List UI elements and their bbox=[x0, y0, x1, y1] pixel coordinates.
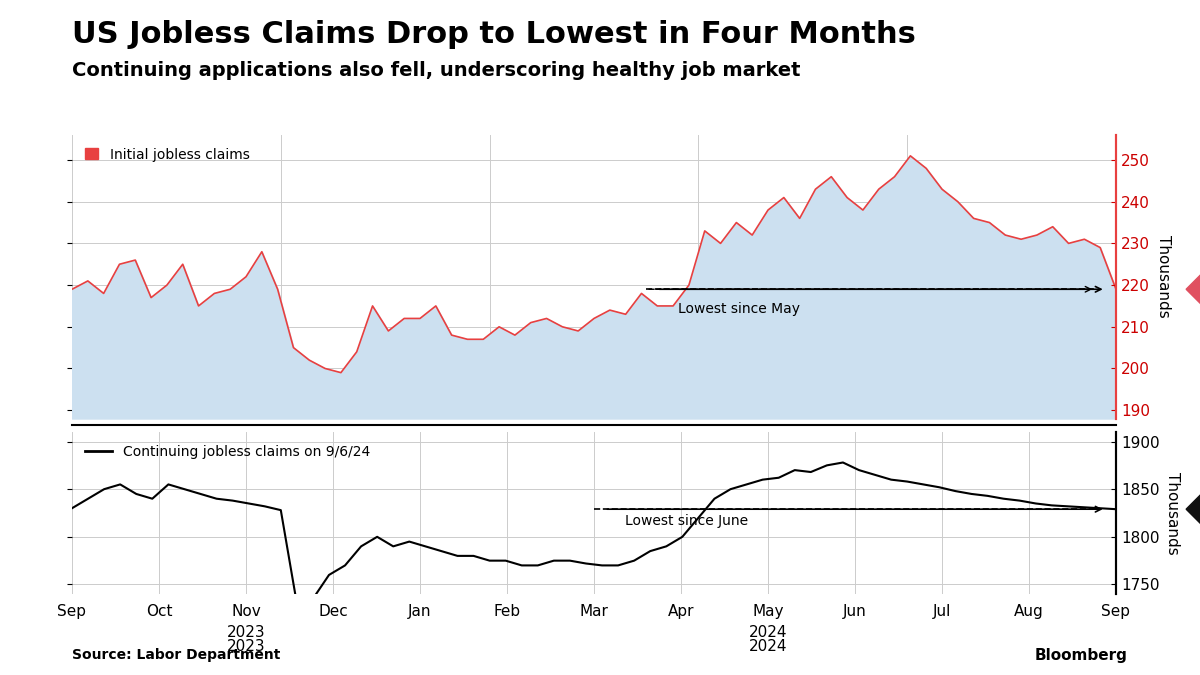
Text: 2024: 2024 bbox=[749, 639, 787, 654]
Y-axis label: Thousands: Thousands bbox=[1165, 472, 1181, 554]
Text: Source: Labor Department: Source: Labor Department bbox=[72, 648, 281, 662]
Text: Lowest since May: Lowest since May bbox=[678, 302, 799, 316]
Y-axis label: Thousands: Thousands bbox=[1156, 236, 1171, 318]
Text: US Jobless Claims Drop to Lowest in Four Months: US Jobless Claims Drop to Lowest in Four… bbox=[72, 20, 916, 49]
Legend: Continuing jobless claims on 9/6/24: Continuing jobless claims on 9/6/24 bbox=[79, 439, 376, 464]
Text: 2024: 2024 bbox=[749, 624, 787, 639]
Text: 2023: 2023 bbox=[227, 624, 265, 639]
Text: Continuing applications also fell, underscoring healthy job market: Continuing applications also fell, under… bbox=[72, 61, 800, 80]
Text: 2023: 2023 bbox=[227, 639, 265, 654]
Text: Bloomberg: Bloomberg bbox=[1036, 648, 1128, 663]
Text: Lowest since June: Lowest since June bbox=[625, 514, 749, 528]
Legend: Initial jobless claims: Initial jobless claims bbox=[79, 142, 254, 167]
